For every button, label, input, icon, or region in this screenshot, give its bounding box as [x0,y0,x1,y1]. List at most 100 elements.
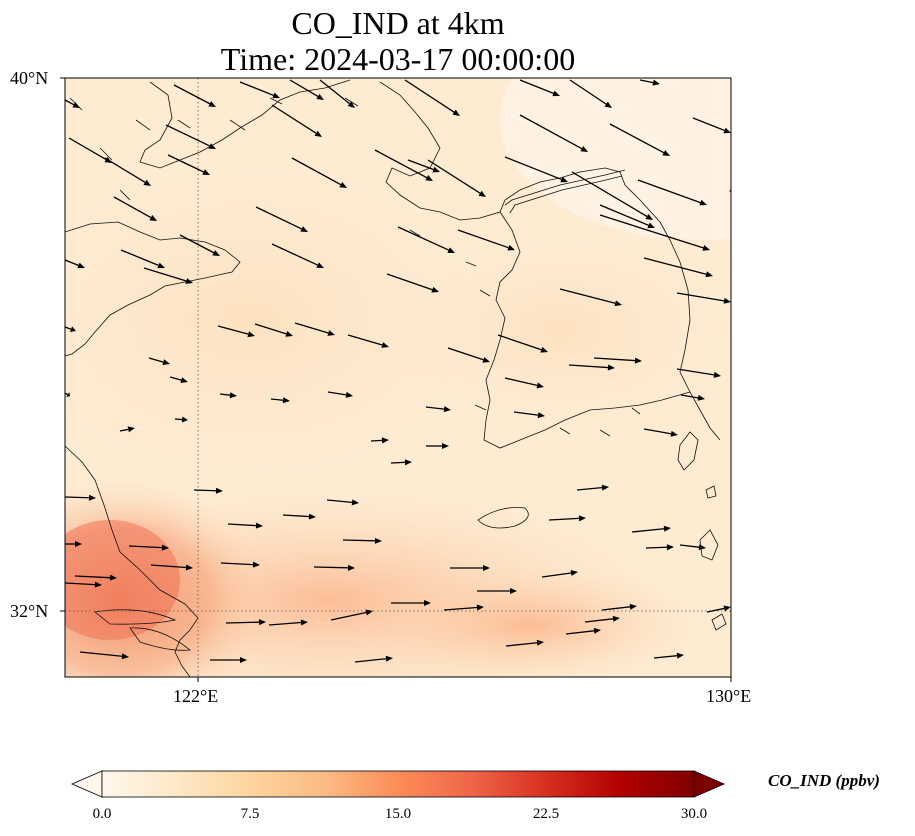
wind-vector-shaft [326,499,353,503]
wind-vector-arrowhead [255,522,263,529]
lon-label-130e: 130°E [706,686,752,706]
coastlines [65,79,727,677]
wind-vector-arrowhead [593,627,601,634]
lat-label-32n: 32°N [10,601,49,621]
wind-vector-arrowhead [570,569,578,576]
wind-vector-shaft [119,428,129,432]
wind-vector-shaft [347,334,383,346]
wind-vector-arrowhead [601,484,609,491]
wind-vector-arrowhead [272,92,280,99]
wind-vector-shaft [565,630,595,635]
wind-vector-shaft [65,496,90,499]
wind-vector-shaft [354,658,387,663]
wind-vector-shaft [254,323,287,335]
wind-vector-arrowhead [652,79,660,86]
wind-vector-arrowhead [560,176,568,183]
colorbar-tick-0: 0.0 [92,806,112,822]
wind-vector-arrowhead [202,169,210,175]
wind-vector-arrowhead [162,359,170,365]
colorbar-extend-max [693,770,726,798]
wind-vector-arrowhead [258,619,266,626]
gridlines [65,78,731,677]
wind-vector-arrowhead [339,182,347,188]
wind-vector-arrowhead [443,406,451,413]
wind-vector-shaft [568,364,609,369]
wind-vector-shaft [692,117,725,132]
map-time: Time: 2024-03-17 00:00:00 [220,41,576,77]
wind-vector-shaft [601,606,631,611]
wind-vector-arrowhead [612,615,620,622]
wind-vector-arrowhead [647,222,655,229]
wind-vector-arrowhead [285,331,293,337]
wind-vector-arrowhead [314,130,322,137]
wind-vector-shaft [143,267,187,282]
wind-vector-shaft [74,575,111,579]
wind-vector-shaft [165,124,210,147]
colorbar-tick-1: 7.5 [240,806,260,822]
wind-vector-shaft [294,322,329,334]
wind-vector-arrowhead [185,278,193,284]
wind-vector-shaft [504,156,562,181]
wind-vector-shaft [505,642,538,647]
wind-vector-shaft [643,428,672,435]
wind-vector-arrowhead [670,430,678,437]
wind-vector-arrowhead [66,392,70,398]
wind-vector-shaft [637,179,701,204]
wind-vector-shaft [639,79,654,84]
wind-vector-arrowhead [442,443,449,449]
wind-vector-arrowhead [365,609,373,616]
wind-vector-arrowhead [185,564,193,571]
wind-vector-shaft [327,391,347,396]
wind-vector-arrowhead [629,603,637,610]
wind-vector-arrowhead [607,364,615,371]
wind-vector-shaft [513,411,539,416]
wind-vector-arrowhead [300,619,308,626]
wind-vector-arrowhead [247,331,255,338]
wind-vector-arrowhead [240,657,247,663]
lat-label-40n: 40°N [10,68,49,88]
colorbar-extend-min [70,770,103,798]
wind-vector-arrowhead [347,564,355,571]
wind-vector-arrowhead [540,346,548,353]
wind-vector-arrowhead [404,459,412,466]
wind-vector-arrowhead [447,247,455,253]
wind-vector-arrowhead [662,150,670,156]
wind-vector-arrowhead [374,537,382,544]
wind-vector-arrowhead [663,525,671,532]
wind-vector-arrowhead [483,565,490,571]
wind-vector-arrowhead [666,544,674,551]
wind-vector-shaft [150,564,187,569]
wind-vector-shaft [113,196,152,219]
wind-vector-shaft [569,79,607,105]
wind-vector-arrowhead [614,300,622,307]
wind-vector-arrowhead [536,382,544,389]
wind-vector-shaft [313,566,349,569]
wind-vector-shaft [65,259,79,267]
wind-vector-shaft [239,81,274,97]
wind-vector-shaft [319,79,350,105]
wind-vector-arrowhead [282,397,290,404]
wind-vector-shaft [220,562,254,566]
wind-vector-shaft [174,418,183,421]
wind-vector-shaft [504,377,538,387]
wind-vector-shaft [497,334,542,351]
wind-vector-arrowhead [476,604,484,611]
wind-vector-arrowhead [425,175,433,181]
wind-vector-arrowhead [578,515,586,522]
wind-vector-shaft [169,376,182,381]
wind-vector-shaft [270,398,284,401]
wind-vector-shaft [676,368,715,376]
wind-vector-shaft [425,406,445,410]
wind-vector-shaft [268,621,302,626]
wind-vector-shaft [404,79,455,113]
wind-vector-shaft [593,357,636,362]
wind-vector-shaft [443,606,478,611]
wind-vector-shaft [167,154,204,173]
wind-vector-shaft [576,487,603,491]
wind-vector-shaft [374,149,428,179]
wind-vector-arrowhead [478,190,486,197]
wind-vector-arrowhead [208,101,216,107]
wind-vector-shaft [148,357,164,363]
wind-vector-shaft [706,607,725,613]
